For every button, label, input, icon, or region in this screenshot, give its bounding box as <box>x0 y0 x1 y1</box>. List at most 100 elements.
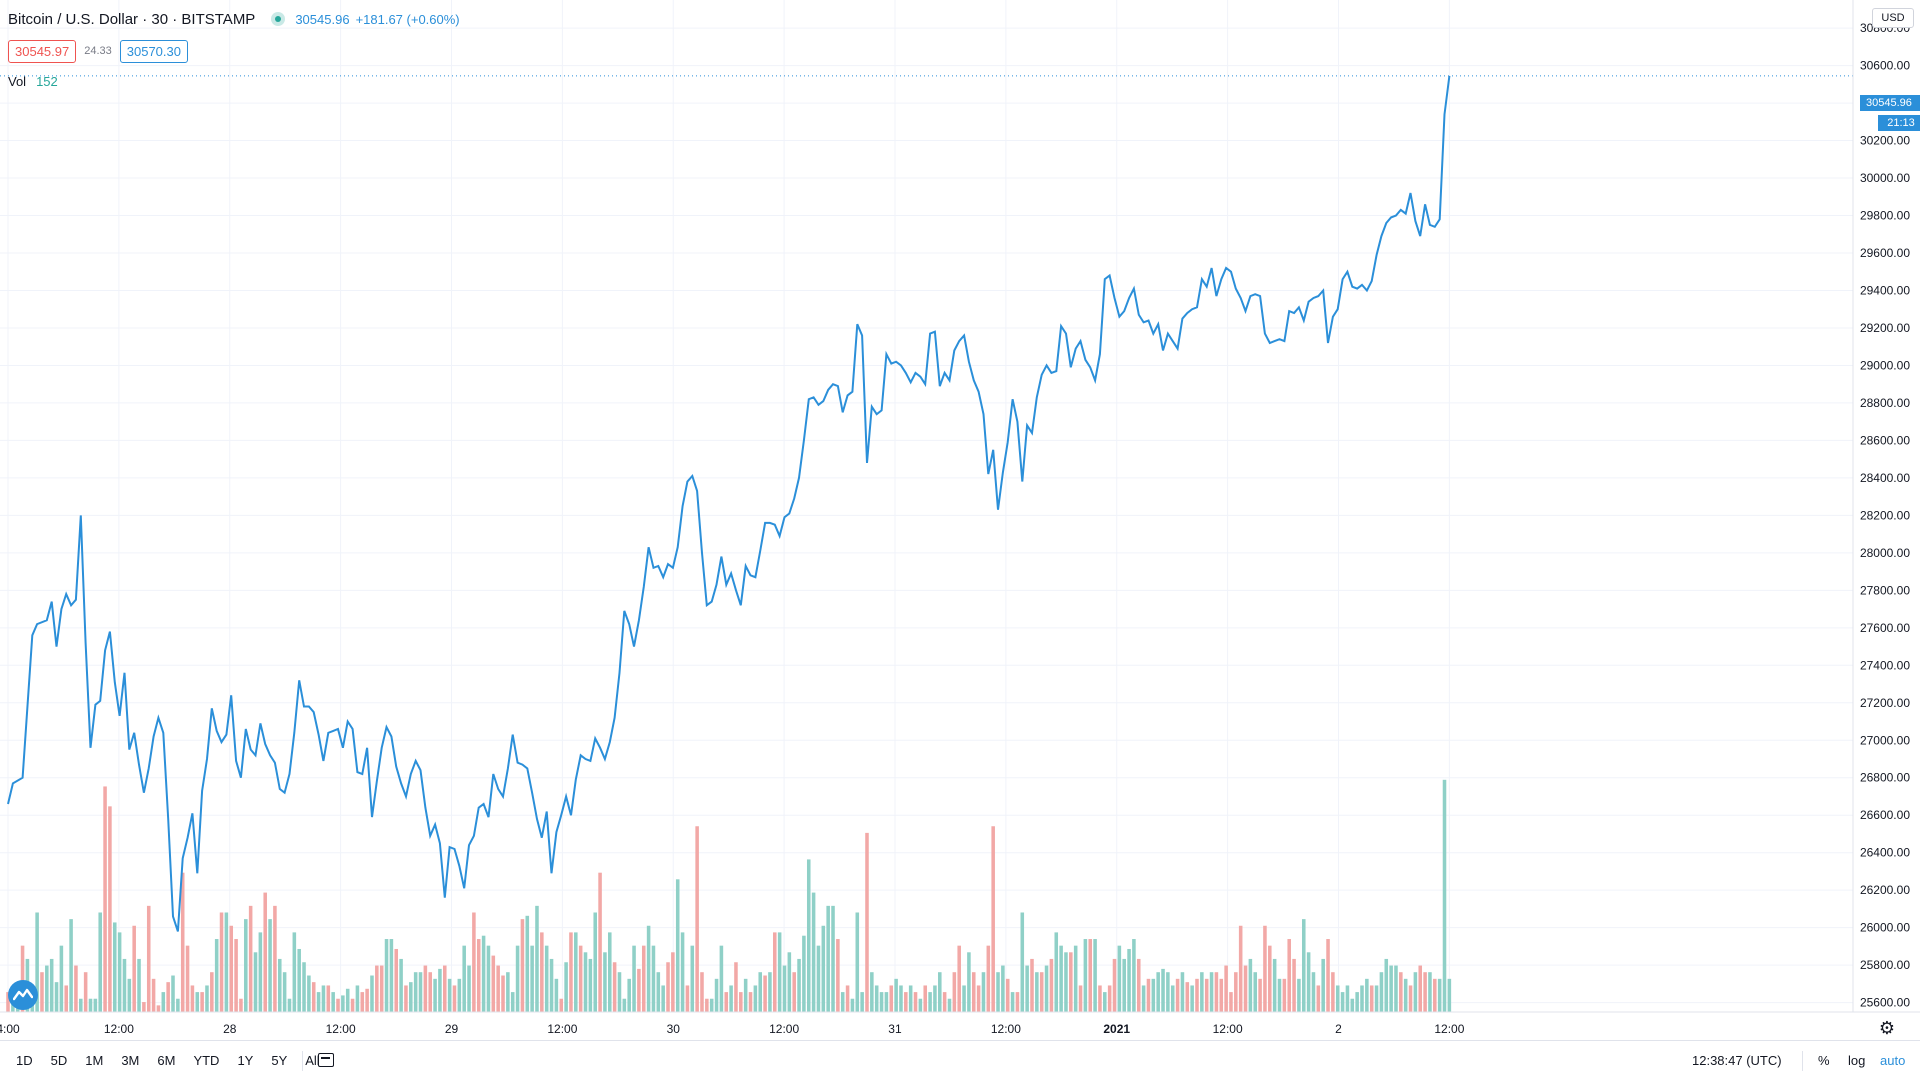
volume-bar <box>632 945 636 1012</box>
gear-icon[interactable]: ⚙ <box>1878 1018 1896 1038</box>
y-tick-label: 28400.00 <box>1860 471 1910 485</box>
volume-bar <box>336 998 340 1012</box>
price-axis[interactable]: 25600.00 25800.00 26000.00 26200.00 26400.00… <box>1860 21 1910 1010</box>
range-selector: 1D 5D 1M 3M 6M YTD 1Y 5Y All <box>16 1053 338 1068</box>
calendar-icon[interactable] <box>318 1053 334 1067</box>
volume-bar <box>525 915 530 1012</box>
volume-bar <box>1331 972 1335 1012</box>
volume-bar <box>709 998 714 1012</box>
spread-value: 24.33 <box>84 45 112 57</box>
volume-bar <box>316 992 321 1012</box>
volume-bar <box>782 965 787 1012</box>
currency-button[interactable]: USD <box>1872 8 1914 28</box>
bid-price[interactable]: 30545.97 <box>8 39 77 63</box>
volume-bar <box>641 945 646 1012</box>
range-ytd[interactable]: YTD <box>193 1053 220 1068</box>
y-tick-label: 26600.00 <box>1860 808 1910 822</box>
volume-bar <box>904 992 908 1012</box>
range-1y[interactable]: 1Y <box>237 1053 254 1068</box>
volume-bar <box>350 998 355 1012</box>
volume-bar <box>1394 965 1398 1012</box>
range-all[interactable]: All <box>305 1053 320 1068</box>
volume-bar <box>375 965 379 1012</box>
volume-bar <box>1360 985 1364 1012</box>
volume-bar <box>210 972 214 1012</box>
volume-bar <box>263 892 267 1012</box>
volume-bar <box>98 912 102 1012</box>
volume-bar <box>122 958 127 1012</box>
volume-bar <box>608 932 612 1012</box>
volume-label[interactable]: Vol <box>8 73 27 89</box>
utc-clock[interactable]: 12:38:47 (UTC) <box>1692 1053 1782 1068</box>
volume-bar <box>1151 978 1156 1012</box>
volume-bar <box>180 872 185 1012</box>
volume-bar <box>496 965 500 1012</box>
volume-bar <box>748 992 753 1012</box>
percent-scale-toggle[interactable]: % <box>1818 1053 1830 1068</box>
volume-bar <box>1083 939 1088 1012</box>
volume-bar <box>850 998 855 1012</box>
volume-bar <box>1064 952 1068 1012</box>
volume-bar <box>1088 939 1093 1012</box>
volume-bar <box>476 939 481 1012</box>
volume-bar <box>884 992 889 1012</box>
volume-bar <box>831 905 835 1012</box>
range-3m[interactable]: 3M <box>121 1053 140 1068</box>
volume-bar <box>996 972 1000 1012</box>
volume-bar <box>603 952 607 1012</box>
volume-bar <box>705 998 709 1012</box>
ask-price[interactable]: 30570.30 <box>119 39 188 63</box>
volume-bar <box>510 992 515 1012</box>
y-tick-label: 26800.00 <box>1860 771 1910 785</box>
bottom-toolbar: 1D 5D 1M 3M 6M YTD 1Y 5Y All 12:38:47 (U… <box>0 1040 1920 1081</box>
x-tick-label: 30 <box>667 1022 681 1036</box>
y-tick-label: 29000.00 <box>1860 358 1910 372</box>
range-1d[interactable]: 1D <box>16 1053 33 1068</box>
volume-bar <box>45 965 49 1012</box>
volume-bar <box>433 978 437 1012</box>
volume-bar <box>899 985 903 1012</box>
auto-scale-toggle[interactable]: auto <box>1880 1053 1906 1068</box>
log-scale-toggle[interactable]: log <box>1848 1053 1866 1068</box>
volume-bar <box>258 932 263 1012</box>
y-tick-label: 25600.00 <box>1860 996 1910 1010</box>
y-tick-label: 26000.00 <box>1860 921 1910 935</box>
time-axis[interactable]: 4:00 12:00 28 12:00 29 12:00 30 12:00 31 12:00 202… <box>0 1022 1465 1036</box>
volume-bar <box>753 985 758 1012</box>
volume-bar <box>821 925 826 1012</box>
volume-bar <box>680 932 685 1012</box>
range-1m[interactable]: 1M <box>85 1053 104 1068</box>
volume-bar <box>651 945 656 1012</box>
range-5d[interactable]: 5D <box>50 1053 68 1068</box>
volume-bar <box>559 998 564 1012</box>
volume-bar <box>1389 965 1393 1012</box>
range-5y[interactable]: 5Y <box>271 1053 288 1068</box>
volume-bar <box>142 1002 146 1012</box>
volume-bar <box>486 945 491 1012</box>
volume-bar <box>574 932 578 1012</box>
volume-bar <box>1437 978 1442 1012</box>
volume-bar <box>1399 972 1403 1012</box>
range-6m[interactable]: 6M <box>157 1053 176 1068</box>
volume-bar <box>802 935 806 1012</box>
volume-bar <box>1428 972 1432 1012</box>
price-chart[interactable]: 25600.00 25800.00 26000.00 26200.00 26400.00… <box>0 0 1920 1040</box>
volume-bar <box>190 985 195 1012</box>
volume-bar <box>1098 985 1102 1012</box>
tradingview-logo-icon[interactable] <box>8 980 38 1010</box>
volume-value: 152 <box>36 73 58 89</box>
volume-bar <box>20 945 25 1012</box>
countdown-tag: 21:13 <box>1878 115 1920 131</box>
y-tick-label: 27000.00 <box>1860 733 1910 747</box>
x-tick-label: 12:00 <box>991 1022 1021 1036</box>
x-tick-label: 12:00 <box>547 1022 577 1036</box>
y-tick-label: 29400.00 <box>1860 283 1910 297</box>
x-tick-label: 29 <box>445 1022 459 1036</box>
volume-bar <box>127 978 132 1012</box>
volume-bar <box>593 912 597 1012</box>
volume-bar <box>787 952 792 1012</box>
volume-bar <box>1442 779 1447 1012</box>
volume-bar <box>535 905 539 1012</box>
symbol-title[interactable]: Bitcoin / U.S. Dollar · 30 · BITSTAMP <box>8 10 256 28</box>
volume-bar <box>457 978 462 1012</box>
